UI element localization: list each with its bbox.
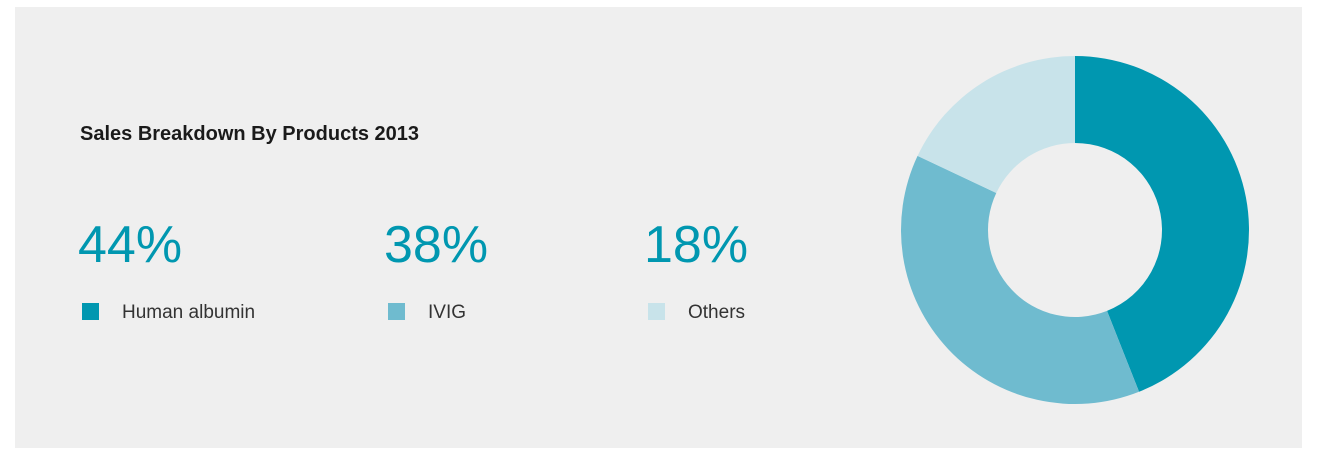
value-label: 38% <box>384 216 488 274</box>
legend-swatch <box>82 303 99 320</box>
legend-label: Human albumin <box>122 302 255 323</box>
value-label: 18% <box>644 216 748 274</box>
donut-slice <box>901 155 1140 404</box>
chart-title: Sales Breakdown By Products 2013 <box>80 123 419 145</box>
legend-label: Others <box>688 302 745 323</box>
legend-swatch <box>648 303 665 320</box>
legend-label: IVIG <box>428 302 466 323</box>
donut-slice <box>917 56 1075 193</box>
donut-slice <box>1075 56 1249 392</box>
legend-swatch <box>388 303 405 320</box>
value-label: 44% <box>78 216 182 274</box>
